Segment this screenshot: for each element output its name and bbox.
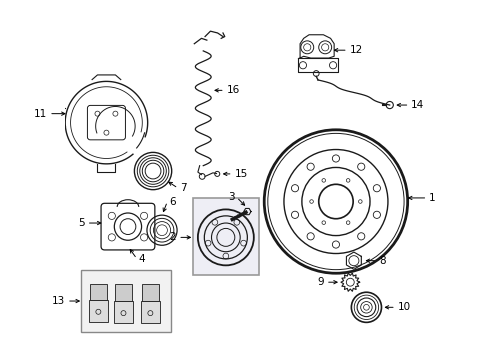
Bar bbox=[140, 301, 160, 323]
Bar bbox=[113, 301, 133, 323]
Text: 5: 5 bbox=[78, 218, 85, 228]
Text: 2: 2 bbox=[169, 232, 176, 242]
Bar bbox=[89, 284, 107, 300]
Text: 8: 8 bbox=[378, 256, 385, 266]
Bar bbox=[115, 284, 132, 301]
Bar bbox=[192, 198, 258, 275]
Text: 3: 3 bbox=[228, 192, 234, 202]
Text: 15: 15 bbox=[234, 169, 247, 179]
Bar bbox=[81, 270, 171, 332]
Text: 16: 16 bbox=[226, 85, 239, 95]
Bar bbox=[142, 284, 159, 301]
Text: 1: 1 bbox=[428, 193, 435, 203]
Text: 9: 9 bbox=[317, 277, 324, 287]
Text: 12: 12 bbox=[349, 45, 362, 55]
Bar bbox=[88, 300, 108, 321]
Text: 10: 10 bbox=[397, 302, 410, 312]
Text: 7: 7 bbox=[180, 183, 186, 193]
Text: 11: 11 bbox=[34, 109, 47, 119]
Text: 14: 14 bbox=[410, 100, 424, 110]
Text: 6: 6 bbox=[169, 197, 176, 207]
Text: 4: 4 bbox=[139, 254, 145, 264]
Text: 13: 13 bbox=[52, 296, 65, 306]
